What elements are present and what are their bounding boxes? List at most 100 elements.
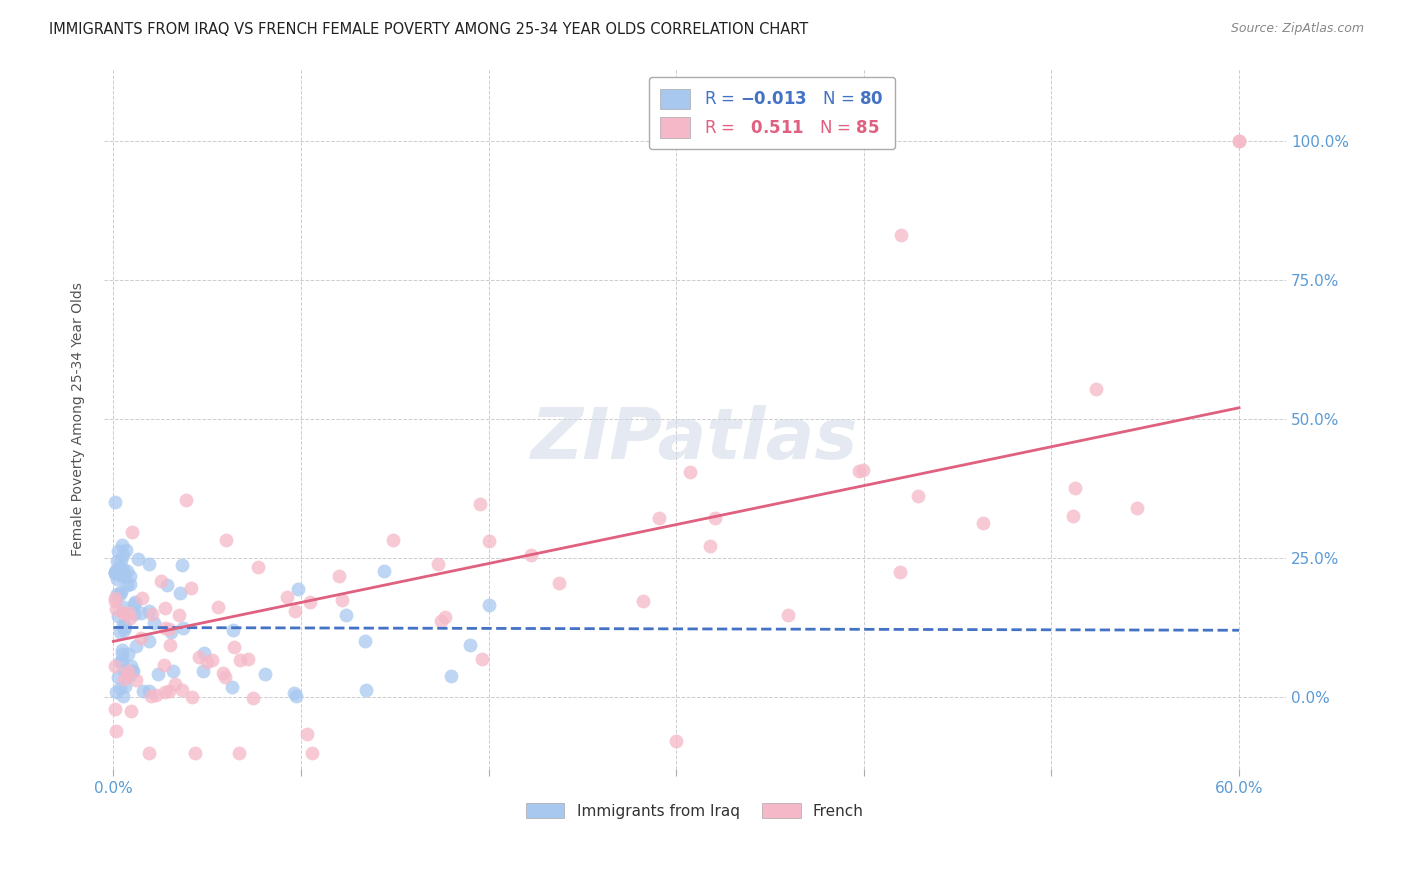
Point (145, 689, 167, 703)
Point (297, 726, 319, 740)
Point (104, 566, 127, 580)
Point (381, 533, 404, 547)
Point (111, 647, 134, 661)
Point (547, 575, 569, 590)
Point (115, 543, 138, 558)
Point (111, 643, 134, 657)
Point (142, 615, 165, 630)
Point (665, 734, 688, 748)
Point (520, 549, 543, 563)
Point (110, 655, 132, 669)
Point (284, 604, 307, 618)
Point (458, 639, 481, 653)
Point (118, 669, 141, 683)
Point (172, 621, 194, 635)
Text: Source: ZipAtlas.com: Source: ZipAtlas.com (1230, 22, 1364, 36)
Point (104, 602, 127, 616)
Point (120, 569, 142, 583)
Point (440, 669, 463, 683)
Point (104, 591, 127, 605)
Point (125, 640, 148, 654)
Point (170, 558, 193, 573)
Point (104, 566, 127, 580)
Point (242, 691, 264, 706)
Point (852, 462, 875, 476)
Point (972, 516, 994, 530)
Point (354, 633, 377, 648)
Point (110, 624, 132, 639)
Point (176, 493, 198, 508)
Point (188, 650, 211, 665)
Point (121, 664, 143, 678)
Point (167, 607, 190, 622)
Point (699, 539, 721, 553)
Point (120, 659, 142, 673)
Point (111, 600, 134, 615)
Point (335, 608, 357, 623)
Point (181, 690, 204, 704)
Point (221, 680, 243, 694)
Point (238, 652, 260, 666)
Point (127, 551, 149, 566)
Point (1085, 382, 1108, 396)
Point (129, 606, 152, 620)
Point (330, 592, 353, 607)
Point (907, 489, 929, 503)
Point (153, 621, 176, 635)
Point (104, 724, 127, 739)
Point (110, 553, 132, 567)
Point (118, 606, 141, 620)
Point (115, 564, 138, 578)
Point (107, 608, 129, 623)
Point (1063, 481, 1085, 495)
Point (129, 632, 152, 646)
Point (180, 581, 202, 595)
Point (117, 664, 139, 678)
Point (284, 689, 307, 703)
Point (1062, 508, 1084, 523)
Point (108, 587, 131, 601)
Point (648, 511, 671, 525)
Point (138, 634, 160, 648)
Point (111, 654, 134, 668)
Point (890, 228, 912, 243)
Point (107, 670, 129, 684)
Point (104, 563, 127, 577)
Point (222, 624, 245, 638)
Point (889, 565, 911, 579)
Point (356, 683, 378, 698)
Point (104, 495, 127, 509)
Point (104, 659, 127, 673)
Point (212, 666, 235, 681)
Point (193, 646, 215, 660)
Point (139, 689, 162, 703)
Point (631, 593, 654, 607)
Point (131, 684, 153, 698)
Point (430, 614, 453, 628)
Point (228, 746, 250, 760)
Point (298, 595, 321, 609)
Point (111, 549, 134, 563)
Point (115, 668, 138, 682)
Point (427, 557, 450, 571)
Point (104, 566, 127, 580)
Point (118, 611, 141, 625)
Point (104, 594, 127, 608)
Point (114, 620, 136, 634)
Point (471, 652, 494, 666)
Point (287, 582, 309, 596)
Point (111, 538, 134, 552)
Point (107, 543, 129, 558)
Point (848, 464, 870, 478)
Point (153, 601, 176, 615)
Point (156, 578, 179, 592)
Point (108, 681, 131, 696)
Point (105, 554, 128, 568)
Point (704, 511, 727, 525)
Point (115, 578, 138, 592)
Point (125, 673, 148, 687)
Point (200, 653, 222, 667)
Point (276, 590, 298, 604)
Point (1126, 501, 1149, 516)
Point (222, 640, 245, 654)
